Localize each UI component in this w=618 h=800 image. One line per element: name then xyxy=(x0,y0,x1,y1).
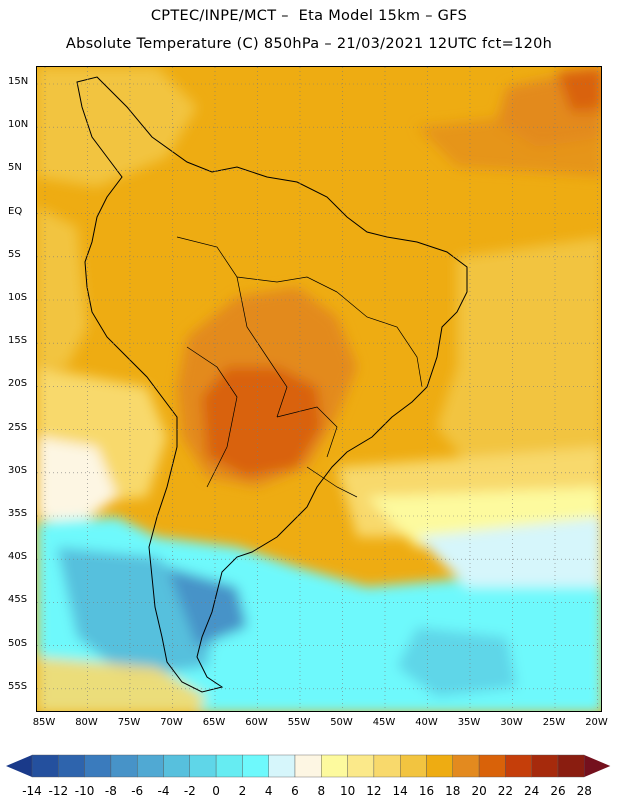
colorbar-tick-label: 10 xyxy=(339,784,356,798)
temperature-field-6 xyxy=(417,517,601,587)
longitude-label: 35W xyxy=(457,717,481,728)
country-borders xyxy=(176,236,423,498)
longitude-label: 50W xyxy=(330,717,353,728)
colorbar-swatch xyxy=(505,754,532,778)
latitude-label: EQ xyxy=(8,205,23,217)
colorbar-swatch xyxy=(452,754,480,778)
colorbar-swatch xyxy=(557,754,585,778)
longitude-label: 20W xyxy=(585,717,608,728)
temperature-field-22-ne xyxy=(557,67,601,117)
longitude-label: 25W xyxy=(542,717,566,728)
temperature-field-minus-4 xyxy=(167,567,247,647)
colorbar-swatch xyxy=(31,754,59,778)
longitude-label: 65W xyxy=(202,717,226,728)
colorbar-swatch xyxy=(478,754,506,778)
colorbar-high-arrow xyxy=(584,755,611,777)
colorbar-tick-label: 0 xyxy=(212,784,220,798)
colorbar-swatch xyxy=(189,754,217,778)
border-bolivia xyxy=(236,276,288,418)
colorbar-tick-label: -10 xyxy=(74,784,95,798)
latitude-label: 5N xyxy=(8,162,22,174)
longitude-label: 75W xyxy=(117,717,141,728)
border-uruguay xyxy=(306,466,358,498)
colorbar-tick-label: 8 xyxy=(317,784,326,798)
colorbar xyxy=(6,754,611,778)
colorbar-swatch xyxy=(242,754,269,778)
colorbar-swatch xyxy=(136,754,164,778)
colorbar-swatch xyxy=(294,754,322,778)
colorbar-low-arrow xyxy=(6,755,32,777)
colorbar-swatch xyxy=(110,754,138,778)
colorbar-tick-label: 14 xyxy=(392,784,408,798)
latitude-label: 35S xyxy=(8,508,28,519)
colorbar-swatch xyxy=(58,754,85,778)
latitude-label: 15N xyxy=(8,76,29,87)
border-brazil-states xyxy=(336,291,423,388)
colorbar-swatch xyxy=(531,754,559,778)
colorbar-tick-label: -2 xyxy=(183,784,196,798)
colorbar-swatch xyxy=(373,754,401,778)
latitude-label: 30S xyxy=(8,464,28,476)
colorbar-tick-label: 16 xyxy=(418,784,435,798)
border-paraguay xyxy=(276,406,338,458)
colorbar-tick-label: 22 xyxy=(497,784,514,798)
longitude-label: 30W xyxy=(500,717,523,728)
temperature-field-22 xyxy=(202,367,322,477)
colorbar-tick-label: -6 xyxy=(131,784,144,798)
latitude-label: 20S xyxy=(8,378,28,390)
colorbar-swatch xyxy=(347,754,375,778)
map-title: CPTEC/INPE/MCT – Eta Model 15km – GFS xyxy=(150,8,468,24)
latitude-label: 25S xyxy=(8,421,28,433)
longitude-label: 60W xyxy=(245,717,268,728)
colorbar-swatches xyxy=(6,754,611,778)
colorbar-tick-label: -8 xyxy=(104,784,117,798)
colorbar-tick-label: -4 xyxy=(157,784,170,798)
border-north xyxy=(176,236,338,293)
temperature-field-2-sea xyxy=(397,627,517,697)
longitude-label: 55W xyxy=(287,717,311,728)
longitude-label: 85W xyxy=(32,717,56,728)
border-andes xyxy=(186,346,238,488)
colorbar-tick-label: -12 xyxy=(48,784,69,798)
map-panel xyxy=(36,66,602,712)
latitude-label: 50S xyxy=(8,637,28,649)
colorbar-tick-label: 26 xyxy=(550,784,566,798)
colorbar-swatch xyxy=(321,754,348,778)
colorbar-swatch xyxy=(400,754,427,778)
longitude-label: 80W xyxy=(75,717,98,728)
temperature-field-16-west xyxy=(37,207,87,367)
map-subtitle: Absolute Temperature (C) 850hPa – 21/03/… xyxy=(65,36,553,52)
longitude-label: 70W xyxy=(160,717,183,728)
latitude-label: 5S xyxy=(8,248,21,260)
colorbar-swatch xyxy=(163,754,190,778)
colorbar-swatch xyxy=(268,754,296,778)
colorbar-tick-label: 18 xyxy=(445,784,461,798)
colorbar-tick-label: 2 xyxy=(238,784,247,798)
latitude-label: 10N xyxy=(8,119,29,131)
temperature-field-14-sw xyxy=(37,657,207,711)
colorbar-tick-label: 28 xyxy=(576,784,592,798)
colorbar-swatch xyxy=(215,754,243,778)
colorbar-tick-label: 24 xyxy=(524,784,540,798)
temperature-map xyxy=(37,67,601,711)
colorbar-tick-label: 20 xyxy=(471,784,487,798)
colorbar-tick-label: 4 xyxy=(264,784,273,798)
south-america-coastline xyxy=(76,76,468,693)
latitude-label: 15S xyxy=(8,335,28,347)
colorbar-tick-label: -14 xyxy=(22,784,42,798)
colorbar-tick-label: 12 xyxy=(366,784,382,798)
latitude-label: 45S xyxy=(8,594,28,606)
latitude-label: 55S xyxy=(8,680,28,692)
longitude-label: 45W xyxy=(372,717,396,728)
colorbar-tick-label: 6 xyxy=(291,784,299,798)
latitude-label: 40S xyxy=(8,551,28,563)
temperature-field-8-pacific xyxy=(37,437,117,527)
colorbar-swatch xyxy=(426,754,453,778)
latitude-label: 10S xyxy=(8,292,28,303)
longitude-label: 40W xyxy=(415,717,438,728)
colorbar-swatch xyxy=(84,754,112,778)
